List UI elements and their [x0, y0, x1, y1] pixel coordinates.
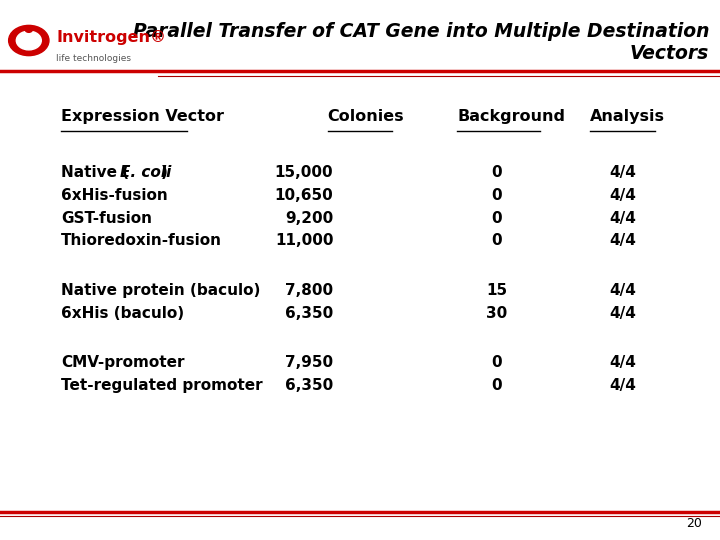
Text: Thioredoxin-fusion: Thioredoxin-fusion [61, 233, 222, 248]
Circle shape [17, 31, 41, 50]
Text: GST-fusion: GST-fusion [61, 211, 152, 226]
Text: 9,200: 9,200 [285, 211, 333, 226]
Text: Background: Background [457, 109, 565, 124]
Text: Colonies: Colonies [328, 109, 404, 124]
Text: 0: 0 [492, 378, 502, 393]
Text: 15,000: 15,000 [275, 165, 333, 180]
Text: 7,800: 7,800 [285, 283, 333, 298]
Text: 0: 0 [492, 165, 502, 180]
Text: Native protein (baculo): Native protein (baculo) [61, 283, 261, 298]
Text: 11,000: 11,000 [275, 233, 333, 248]
Text: 4/4: 4/4 [609, 188, 636, 203]
Text: 15: 15 [486, 283, 508, 298]
Circle shape [25, 27, 32, 32]
Text: ): ) [161, 165, 168, 180]
Text: Parallel Transfer of CAT Gene into Multiple Destination
Vectors: Parallel Transfer of CAT Gene into Multi… [132, 22, 709, 63]
Text: 10,650: 10,650 [274, 188, 333, 203]
Text: 0: 0 [492, 188, 502, 203]
Circle shape [9, 25, 49, 56]
Text: 6xHis-fusion: 6xHis-fusion [61, 188, 168, 203]
Text: 0: 0 [492, 211, 502, 226]
Text: Invitrogen®: Invitrogen® [56, 30, 166, 45]
Text: 0: 0 [492, 233, 502, 248]
Text: 4/4: 4/4 [609, 283, 636, 298]
Text: Analysis: Analysis [590, 109, 665, 124]
Text: 20: 20 [686, 517, 702, 530]
Text: E. coli: E. coli [120, 165, 171, 180]
Text: 6,350: 6,350 [285, 306, 333, 321]
Text: 6,350: 6,350 [285, 378, 333, 393]
Text: 0: 0 [492, 355, 502, 370]
Text: 4/4: 4/4 [609, 306, 636, 321]
Text: Native (: Native ( [61, 165, 130, 180]
Text: 4/4: 4/4 [609, 233, 636, 248]
Text: Tet-regulated promoter: Tet-regulated promoter [61, 378, 263, 393]
Text: life technologies: life technologies [56, 54, 131, 63]
Text: 4/4: 4/4 [609, 165, 636, 180]
Text: 6xHis (baculo): 6xHis (baculo) [61, 306, 184, 321]
Text: 4/4: 4/4 [609, 355, 636, 370]
Text: Expression Vector: Expression Vector [61, 109, 224, 124]
Text: 7,950: 7,950 [285, 355, 333, 370]
Text: 4/4: 4/4 [609, 378, 636, 393]
Text: 4/4: 4/4 [609, 211, 636, 226]
Text: 30: 30 [486, 306, 508, 321]
Text: CMV-promoter: CMV-promoter [61, 355, 185, 370]
